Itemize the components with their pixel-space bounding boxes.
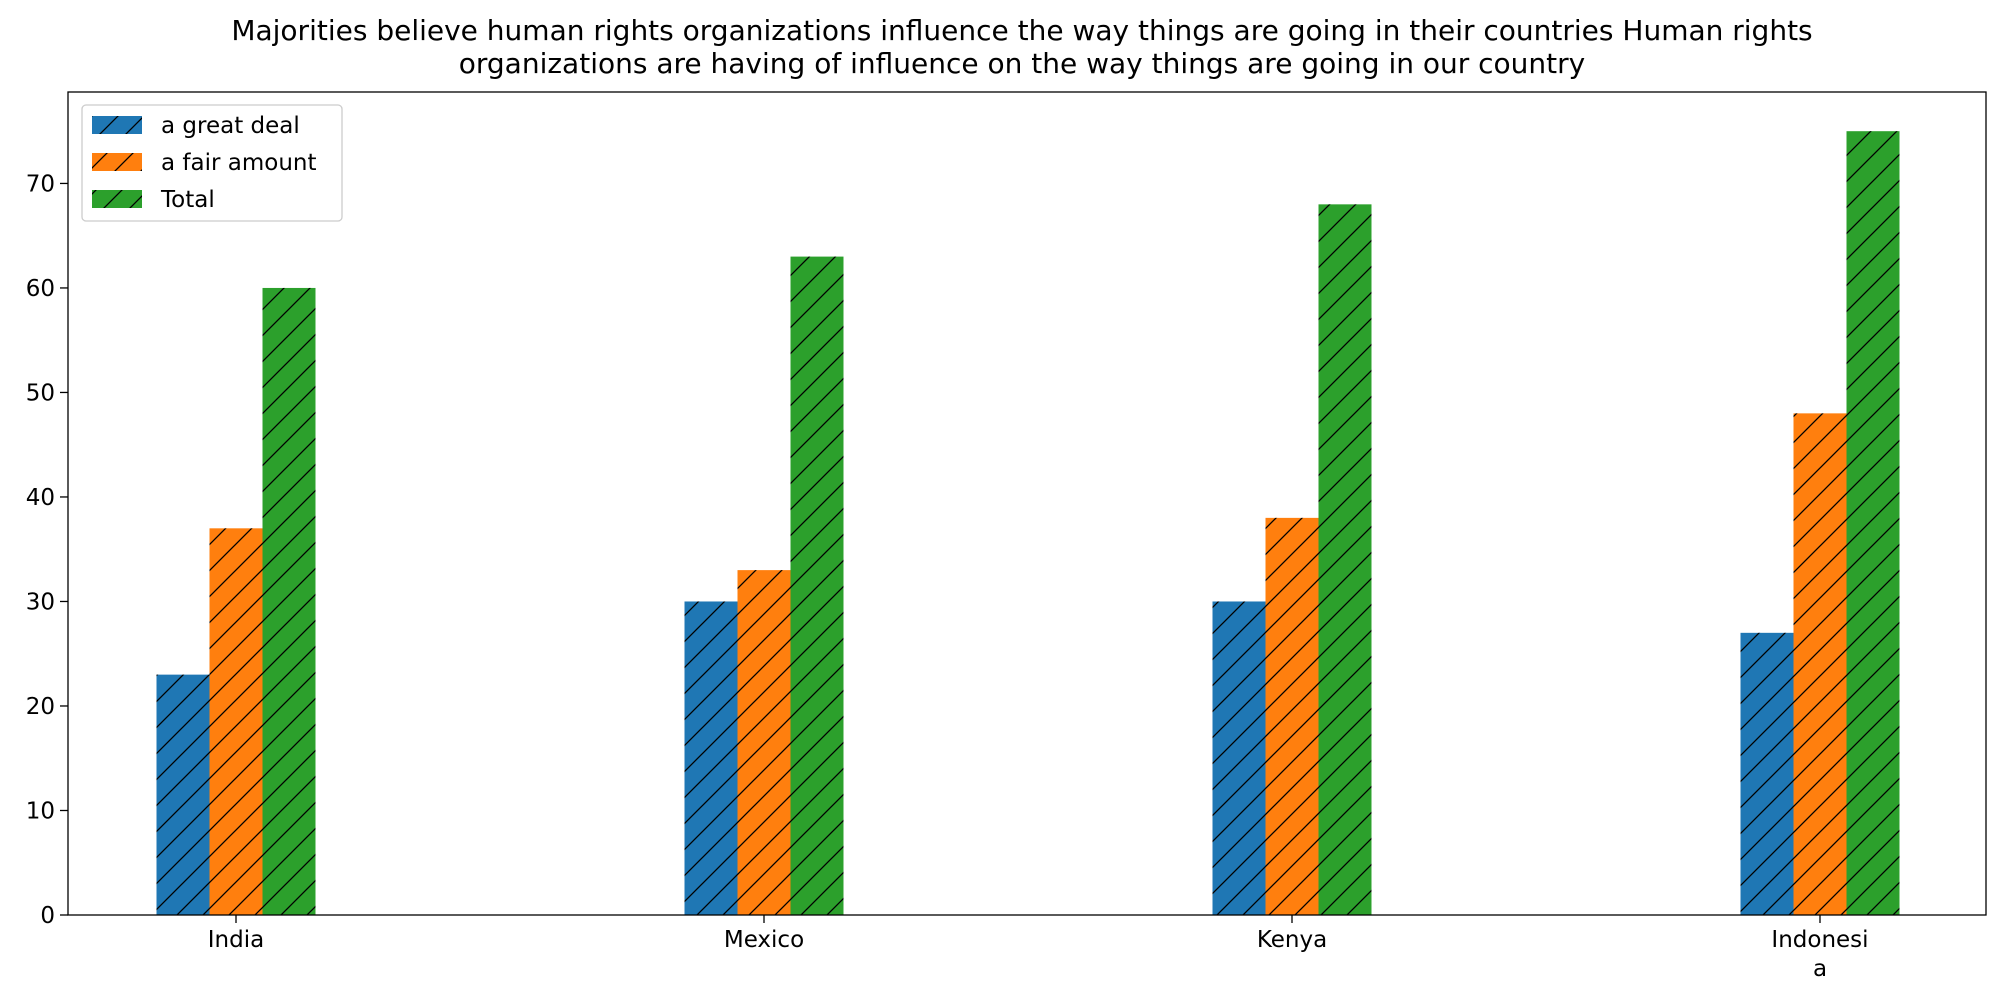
legend-swatch-hatch <box>92 153 142 171</box>
bar-hatch <box>684 601 738 915</box>
bar-hatch <box>1318 204 1372 915</box>
bar-hatch <box>209 528 263 915</box>
y-tick-label: 60 <box>26 276 55 302</box>
legend-label-a-great-deal: a great deal <box>161 113 300 139</box>
bar-hatch <box>262 287 316 915</box>
chart-title-line-2: organizations are having of influence on… <box>459 47 1585 80</box>
bars-group <box>156 131 1900 916</box>
bar-hatch <box>1793 413 1847 915</box>
bar-hatch <box>1846 131 1900 915</box>
bar-hatch <box>790 256 844 916</box>
bar-hatch <box>1212 601 1266 915</box>
x-tick-label-mexico: Mexico <box>724 927 804 953</box>
bar-hatch <box>1265 517 1319 915</box>
y-tick-label: 30 <box>26 589 55 615</box>
x-tick-label-indonesia: Indonesi <box>1771 927 1868 953</box>
legend-label-a-fair-amount: a fair amount <box>161 150 317 176</box>
x-tick-label-kenya: Kenya <box>1257 927 1327 953</box>
y-tick-label: 0 <box>40 903 55 929</box>
chart-title-line-1: Majorities believe human rights organiza… <box>231 14 1812 47</box>
y-axis: 0 10 20 30 40 50 60 70 <box>26 171 68 929</box>
legend-label-Total: Total <box>160 187 215 213</box>
x-tick-label-india: India <box>208 927 264 953</box>
legend: a great deal a fair amount Total <box>81 104 343 222</box>
y-tick-label: 50 <box>26 380 55 406</box>
legend-swatch-hatch <box>92 190 142 208</box>
legend-swatch-hatch <box>92 116 142 134</box>
plot-frame <box>67 91 1987 916</box>
y-tick-label: 70 <box>26 171 55 197</box>
x-tick-label-indonesia: a <box>1813 956 1827 982</box>
y-tick-label: 40 <box>26 485 55 511</box>
bar-hatch <box>737 570 791 915</box>
y-tick-label: 20 <box>26 694 55 720</box>
y-tick-label: 10 <box>26 798 55 824</box>
legend-frame <box>81 104 343 222</box>
bar-hatch <box>1740 632 1794 915</box>
bar-hatch <box>156 674 210 915</box>
x-axis: India Mexico Kenya Indonesi a <box>208 915 1869 982</box>
